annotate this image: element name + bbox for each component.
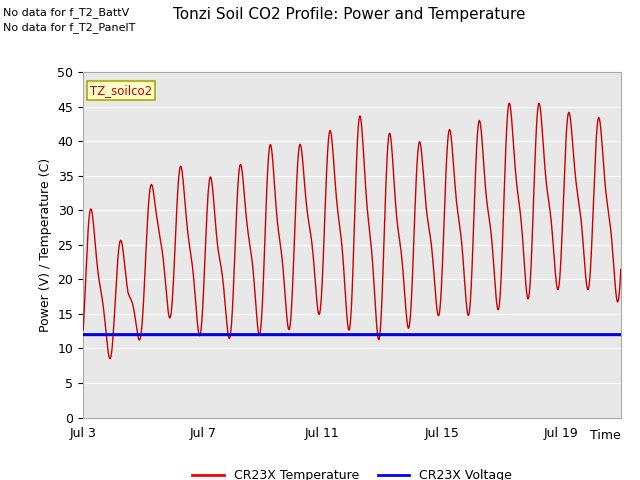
Text: No data for f_T2_BattV: No data for f_T2_BattV	[3, 7, 129, 18]
Text: Time: Time	[590, 429, 621, 442]
Text: TZ_soilco2: TZ_soilco2	[90, 84, 152, 97]
Y-axis label: Power (V) / Temperature (C): Power (V) / Temperature (C)	[39, 158, 52, 332]
Legend: CR23X Temperature, CR23X Voltage: CR23X Temperature, CR23X Voltage	[188, 464, 516, 480]
Text: No data for f_T2_PanelT: No data for f_T2_PanelT	[3, 22, 136, 33]
Text: Tonzi Soil CO2 Profile: Power and Temperature: Tonzi Soil CO2 Profile: Power and Temper…	[173, 7, 525, 22]
